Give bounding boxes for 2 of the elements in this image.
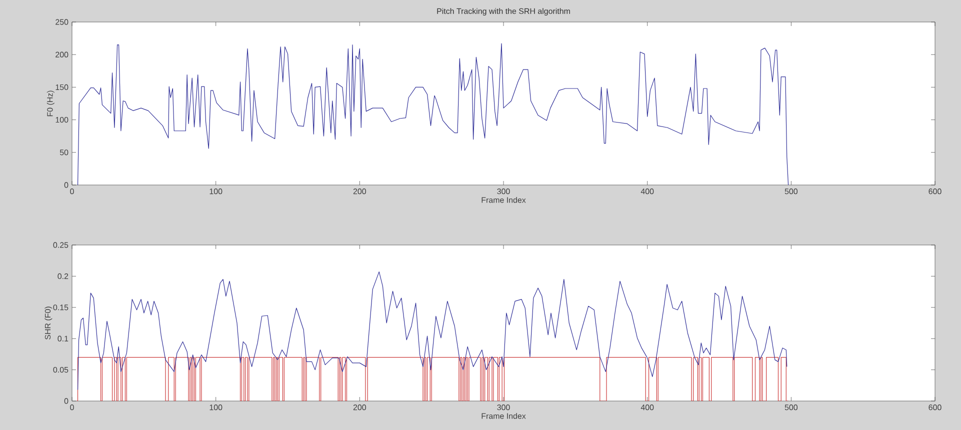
line-series	[77, 43, 789, 185]
line-series	[77, 272, 788, 390]
